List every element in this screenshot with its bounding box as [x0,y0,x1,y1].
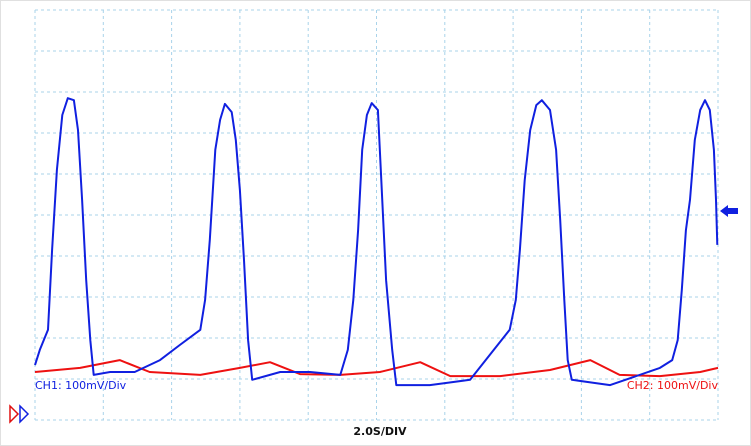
x-axis-label: 2.0S/DIV [353,425,407,438]
trigger-icon [9,404,20,424]
legend-entry: CH1: 100mV/Div [35,379,127,392]
trace [34,359,719,378]
channel-marker [720,205,738,217]
trigger-icon [19,404,30,424]
trace [34,97,719,387]
legend-entry: CH2: 100mV/Div [627,379,719,392]
